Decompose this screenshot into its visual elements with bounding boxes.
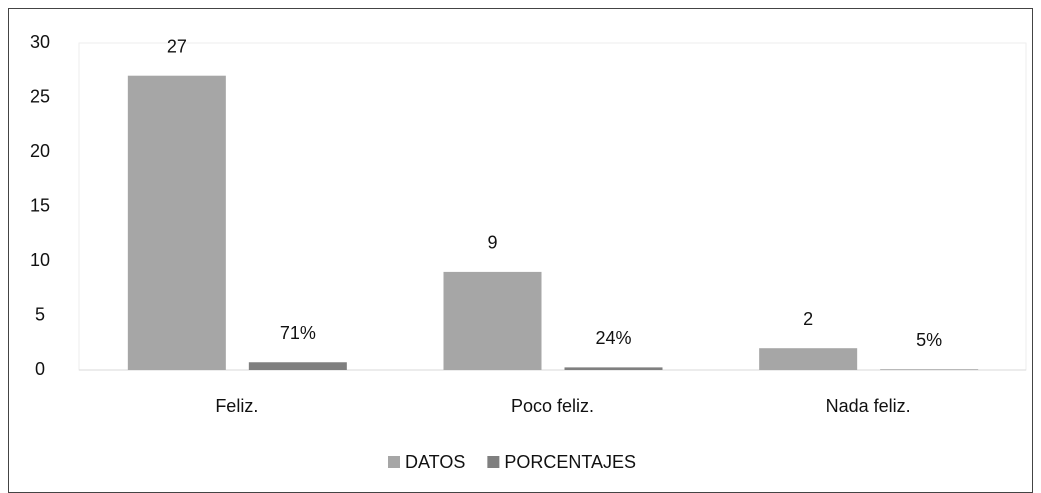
bar [248,362,347,370]
bar [759,348,858,370]
y-tick-label: 25 [30,86,50,106]
bar [127,75,226,370]
bar [880,369,979,370]
legend-label: PORCENTAJES [504,452,636,472]
data-label: 9 [487,233,497,253]
y-tick-label: 15 [30,195,50,215]
legend-swatch [487,456,500,468]
data-label: 24% [595,328,631,348]
x-tick-label: Nada feliz. [826,396,911,416]
y-tick-label: 20 [30,141,50,161]
y-tick-label: 30 [30,32,50,52]
data-label: 71% [280,323,316,343]
data-label: 2 [803,309,813,329]
x-tick-label: Poco feliz. [511,396,594,416]
legend-label: DATOS [405,452,465,472]
bar [443,271,542,370]
y-tick-label: 5 [35,304,45,324]
x-tick-label: Feliz. [215,396,258,416]
legend-swatch [388,456,400,468]
bar [564,367,663,370]
y-tick-label: 10 [30,250,50,270]
data-label: 5% [916,330,942,350]
y-tick-label: 0 [35,359,45,379]
data-label: 27 [167,36,187,56]
